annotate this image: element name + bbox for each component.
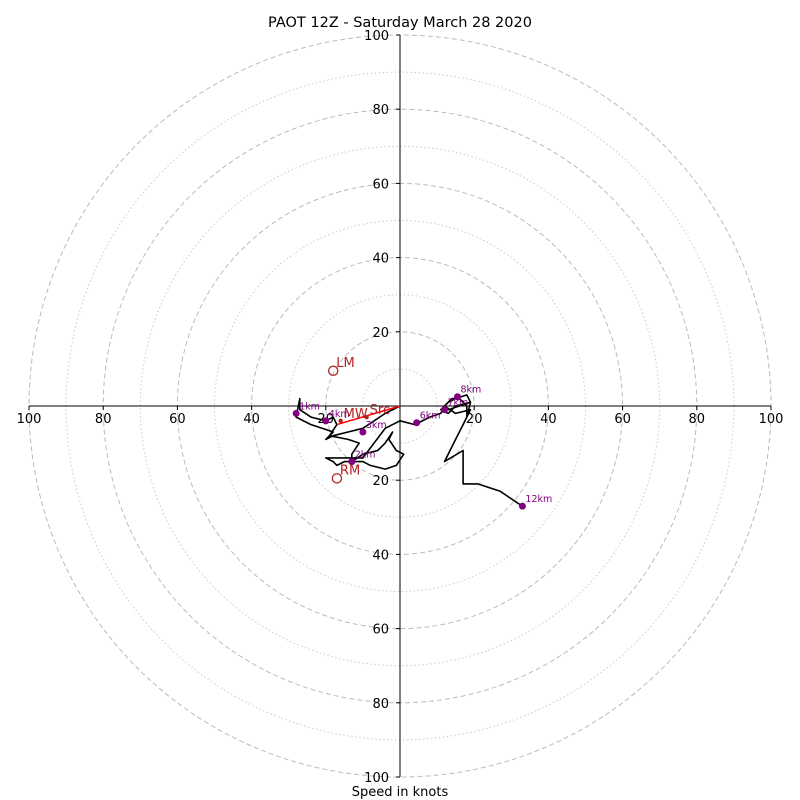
motion-point-label: RM <box>340 463 360 478</box>
y-tick-label: 60 <box>372 623 389 638</box>
motion-point-label: Src <box>370 403 390 418</box>
x-axis-label: Speed in knots <box>352 785 449 800</box>
height-marker-label: 6km <box>420 411 441 422</box>
storm-motion-points: LM RM MW Src <box>327 356 390 484</box>
x-tick-label: 100 <box>17 412 42 427</box>
height-marker-label: 3km <box>366 420 387 431</box>
wind-trace <box>295 394 523 507</box>
shear-vector-line <box>336 405 401 426</box>
tick-labels: 1008060402020406080100100806040202040608… <box>17 29 784 786</box>
height-marker-dot <box>413 419 421 427</box>
shear-vector <box>336 405 401 426</box>
x-tick-label: 40 <box>243 412 260 427</box>
y-tick-label: 40 <box>372 252 389 267</box>
height-marker-label: 4km <box>329 409 350 420</box>
height-marker-2km: 2km <box>348 450 376 466</box>
y-tick-label: 100 <box>364 771 389 786</box>
motion-point-marker <box>338 418 343 424</box>
height-marker-dot <box>348 458 356 466</box>
height-marker-12km: 12km <box>518 494 552 510</box>
hodograph-trace-line <box>295 394 523 507</box>
y-tick-label: 20 <box>372 326 389 341</box>
height-marker-dot <box>454 393 462 401</box>
motion-point-marker <box>331 473 343 484</box>
motion-point-label: LM <box>336 356 354 371</box>
y-tick-label: 20 <box>372 474 389 489</box>
height-marker-label: 8km <box>461 385 482 396</box>
height-marker-8km: 8km <box>454 385 481 401</box>
height-marker-label: 12km <box>525 494 552 505</box>
motion-point-label: MW <box>344 407 368 422</box>
x-tick-label: 80 <box>689 412 706 427</box>
motion-point-mw: MW <box>338 407 368 424</box>
height-marker-1km: 1km <box>292 401 320 417</box>
height-marker-label: 7km <box>448 398 469 409</box>
height-marker-dot <box>518 502 526 510</box>
y-tick-label: 80 <box>372 697 389 712</box>
y-tick-label: 80 <box>372 103 389 118</box>
motion-point-marker <box>327 365 339 377</box>
motion-point-src: Src <box>364 403 390 420</box>
motion-point-marker <box>364 414 369 420</box>
x-tick-label: 100 <box>759 412 784 427</box>
height-marker-dot <box>359 428 367 436</box>
height-marker-dot <box>322 417 330 425</box>
height-marker-7km: 7km <box>441 398 468 414</box>
height-marker-dot <box>441 406 449 414</box>
y-tick-label: 100 <box>364 29 389 44</box>
chart-title: PAOT 12Z - Saturday March 28 2020 <box>268 15 532 31</box>
y-tick-label: 60 <box>372 177 389 192</box>
motion-point-lm: LM <box>327 356 355 377</box>
height-marker-label: 2km <box>355 450 376 461</box>
height-marker-3km: 3km <box>359 420 387 436</box>
x-tick-label: 20 <box>466 412 483 427</box>
height-markers: 1km 2km 3km 4km 6km 7km 8km 12km <box>292 385 552 510</box>
y-tick-label: 40 <box>372 548 389 563</box>
x-tick-label: 80 <box>95 412 112 427</box>
height-marker-dot <box>292 409 300 417</box>
x-tick-label: 60 <box>614 412 631 427</box>
height-marker-6km: 6km <box>413 411 441 427</box>
motion-point-rm: RM <box>331 463 360 484</box>
height-marker-4km: 4km <box>322 409 350 425</box>
height-marker-label: 1km <box>299 401 320 412</box>
x-tick-label: 60 <box>169 412 186 427</box>
x-tick-label: 40 <box>540 412 557 427</box>
